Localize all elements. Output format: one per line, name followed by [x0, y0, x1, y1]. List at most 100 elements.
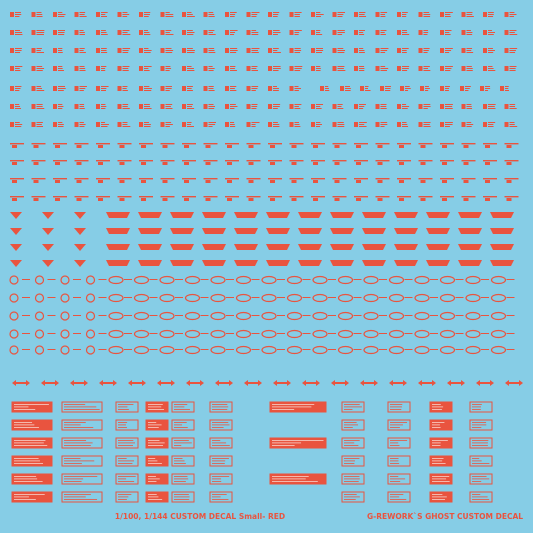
decal-line	[122, 122, 128, 123]
decal-line	[79, 52, 86, 53]
chevron	[42, 228, 54, 235]
decal-line	[117, 160, 132, 162]
decal-line	[509, 50, 516, 51]
wide-chevron	[458, 228, 482, 234]
decal-line	[79, 86, 87, 87]
label-line	[212, 409, 228, 410]
decal-line	[316, 16, 321, 17]
decal-line	[430, 315, 438, 316]
decal-block	[96, 12, 100, 17]
ring-decal	[85, 293, 96, 303]
decal-line	[337, 48, 344, 49]
decal-line	[203, 196, 218, 198]
decal-line	[73, 315, 81, 316]
decal-line	[58, 86, 66, 87]
decal-line	[122, 14, 130, 15]
decal-line	[445, 12, 453, 13]
label-line	[390, 406, 402, 408]
decal-block	[461, 12, 466, 17]
decal-block	[340, 86, 344, 91]
decal-block	[504, 30, 509, 35]
oval-decal	[261, 293, 277, 303]
decal-line	[466, 14, 473, 15]
decal-block	[55, 198, 60, 201]
arrow-decal	[476, 380, 494, 386]
decal-line	[430, 349, 438, 350]
decal-line	[402, 108, 408, 109]
decal-line	[208, 30, 215, 31]
decal-line	[122, 126, 131, 127]
decal-line	[481, 333, 489, 334]
decal-line	[122, 106, 128, 107]
decal-block	[248, 162, 254, 165]
decal-line	[353, 279, 362, 280]
ring-decal	[34, 293, 45, 303]
arrow-decal	[70, 380, 88, 386]
decal-line	[73, 349, 81, 350]
oval-decal	[414, 345, 430, 355]
decal-line	[359, 104, 366, 105]
decal-line	[187, 86, 193, 87]
wide-chevron	[106, 228, 130, 234]
decal-block	[139, 122, 143, 127]
wide-chevron	[490, 260, 514, 266]
oval-decal	[184, 311, 201, 321]
label-line	[472, 460, 482, 462]
decal-line	[36, 50, 41, 51]
decal-line	[345, 88, 351, 89]
decal-block	[332, 48, 337, 53]
decal-line	[405, 88, 411, 89]
decal-line	[466, 126, 472, 127]
decal-line	[423, 126, 431, 127]
decal-block	[397, 66, 401, 71]
decal-block	[55, 180, 60, 183]
label-line	[344, 496, 360, 498]
label-line	[148, 463, 162, 464]
label-line	[212, 463, 225, 464]
decal-block	[399, 145, 404, 148]
oval-decal	[261, 345, 277, 355]
decal-block	[160, 30, 165, 35]
label-line	[118, 496, 129, 498]
label-line	[432, 478, 447, 480]
label-line	[344, 499, 356, 500]
wide-chevron	[138, 260, 162, 266]
decal-line	[53, 196, 67, 198]
decal-block	[270, 198, 275, 201]
decal-line	[311, 160, 325, 162]
decal-block	[485, 162, 490, 165]
decal-line	[273, 126, 280, 127]
decal-block	[418, 66, 423, 71]
decal-line	[359, 12, 366, 13]
decal-line	[488, 70, 496, 71]
decal-line	[251, 126, 256, 127]
decal-block	[117, 66, 122, 71]
decal-block	[485, 145, 490, 148]
decal-line	[101, 122, 106, 123]
oval-decal	[439, 345, 456, 355]
decal-line	[294, 14, 300, 15]
decal-line	[430, 297, 438, 298]
decal-line	[423, 12, 430, 13]
decal-line	[226, 333, 234, 334]
label-box	[171, 491, 195, 503]
decal-line	[246, 196, 261, 198]
decal-line	[230, 108, 235, 109]
decal-line	[208, 88, 214, 89]
decal-line	[79, 66, 85, 67]
decal-block	[225, 66, 229, 71]
label-line	[64, 442, 93, 444]
decal-line	[203, 178, 218, 180]
decal-line	[230, 34, 235, 35]
arrow-decal	[418, 380, 436, 386]
decal-line	[365, 88, 369, 89]
decal-block	[268, 48, 272, 53]
decal-block	[270, 180, 275, 183]
decal-block	[354, 104, 358, 109]
decal-line	[124, 315, 132, 316]
decal-line	[101, 70, 106, 71]
label-box	[469, 455, 493, 467]
decal-group	[9, 12, 523, 503]
decal-block	[139, 12, 143, 17]
decal-line	[397, 196, 411, 198]
